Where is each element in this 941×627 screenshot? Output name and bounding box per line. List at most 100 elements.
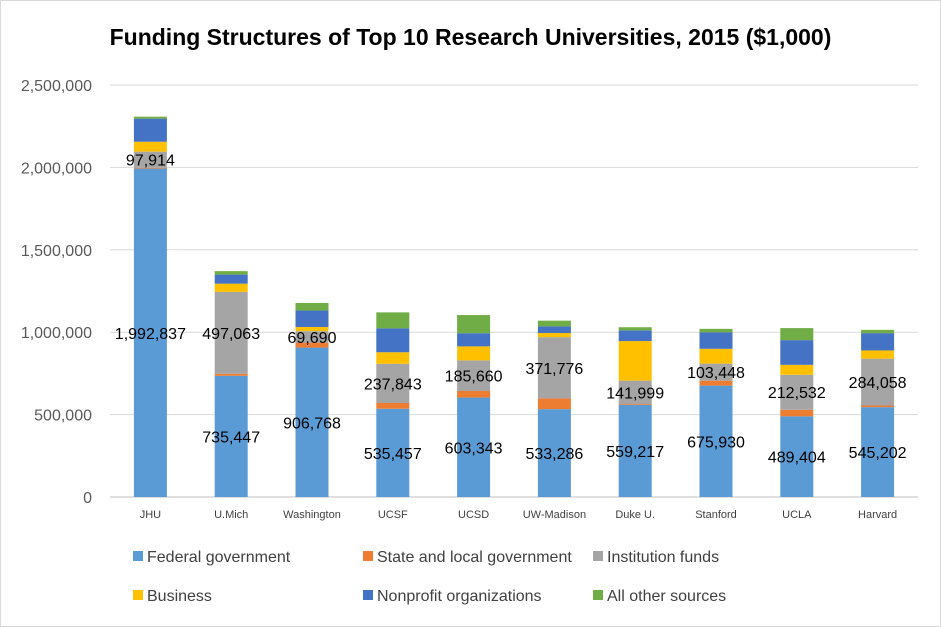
- bar-segment: [295, 331, 329, 343]
- y-tick-label: 1,500,000: [21, 243, 92, 260]
- data-label: 535,457: [364, 446, 422, 463]
- chart-title: Funding Structures of Top 10 Research Un…: [109, 24, 832, 50]
- bar-segment: [376, 402, 410, 409]
- legend-swatch: [133, 590, 143, 600]
- bar-segment: [457, 360, 491, 391]
- bar-segment: [699, 328, 733, 333]
- data-label: 559,217: [606, 444, 664, 461]
- bar-segment: [133, 151, 167, 168]
- bar-segment: [699, 348, 733, 364]
- x-category-label: UCLA: [782, 509, 812, 521]
- legend-label: Federal government: [147, 549, 291, 566]
- x-category-label: UCSF: [378, 509, 408, 521]
- bar-segment: [457, 315, 491, 334]
- legend-label: Nonprofit organizations: [377, 588, 542, 605]
- bar-segment: [780, 416, 814, 497]
- bar-segment: [214, 373, 248, 376]
- bar-segment: [214, 375, 248, 497]
- bar-segment: [295, 347, 329, 497]
- bar-segment: [376, 408, 410, 497]
- bar-segment: [699, 385, 733, 497]
- data-label: 103,448: [687, 365, 745, 382]
- data-label: 533,286: [525, 446, 583, 463]
- data-label: 141,999: [606, 385, 664, 402]
- data-label: 185,660: [445, 369, 503, 386]
- bar-segment: [537, 409, 571, 497]
- legend-swatch: [363, 551, 373, 561]
- x-category-label: Harvard: [858, 509, 897, 521]
- legend-swatch: [133, 551, 143, 561]
- bar-segment: [133, 168, 167, 498]
- bar-segment: [214, 283, 248, 292]
- x-category-label: Duke U.: [615, 509, 655, 521]
- legend-swatch: [363, 590, 373, 600]
- y-tick-label: 500,000: [34, 408, 92, 425]
- bar-segment: [618, 327, 652, 331]
- bar-segment: [133, 167, 167, 169]
- legend-label: All other sources: [607, 588, 726, 605]
- legend-swatch: [593, 590, 603, 600]
- bar-segment: [780, 340, 814, 365]
- bar-segment: [780, 328, 814, 341]
- bar-segment: [376, 328, 410, 353]
- bar-segment: [214, 291, 248, 374]
- bar-segment: [295, 302, 329, 311]
- bar-segment: [457, 346, 491, 361]
- bar-segment: [457, 390, 491, 398]
- bar-segment: [699, 363, 733, 381]
- bar-segment: [699, 332, 733, 349]
- y-tick-label: 2,000,000: [21, 160, 92, 177]
- y-tick-label: 2,500,000: [21, 78, 92, 95]
- bar-segment: [699, 380, 733, 386]
- bar-segment: [618, 330, 652, 342]
- data-label: 237,843: [364, 376, 422, 393]
- bar-segment: [133, 118, 167, 142]
- legend-label: Business: [147, 588, 212, 605]
- y-tick-label: 0: [83, 490, 92, 507]
- bar-segment: [537, 320, 571, 327]
- data-label: 545,202: [849, 445, 907, 462]
- bar-segment: [537, 333, 571, 338]
- data-label: 97,914: [126, 153, 175, 170]
- bar-segment: [861, 407, 895, 497]
- data-label: 497,063: [202, 326, 260, 343]
- bar-segment: [618, 380, 652, 405]
- x-category-label: Stanford: [695, 509, 737, 521]
- bar-segment: [861, 333, 895, 351]
- bar-segment: [780, 409, 814, 417]
- legend-label: Institution funds: [607, 549, 719, 566]
- legend-label: State and local government: [377, 549, 572, 566]
- bar-segment: [537, 326, 571, 334]
- bar-segment: [376, 363, 410, 403]
- data-label: 675,930: [687, 434, 745, 451]
- bar-segment: [861, 358, 895, 406]
- x-category-label: UCSD: [458, 509, 489, 521]
- bar-segment: [780, 374, 814, 410]
- bar-segment: [376, 312, 410, 329]
- bar-segment: [861, 405, 895, 408]
- data-label: 371,776: [525, 361, 583, 378]
- bar-segment: [457, 397, 491, 497]
- x-category-label: UW-Madison: [523, 509, 586, 521]
- data-label: 735,447: [202, 429, 260, 446]
- x-category-label: JHU: [140, 509, 161, 521]
- data-label: 906,768: [283, 415, 341, 432]
- legend-swatch: [593, 551, 603, 561]
- bar-segment: [780, 364, 814, 375]
- x-category-label: U.Mich: [214, 509, 248, 521]
- bar-segment: [861, 329, 895, 334]
- bar-segment: [618, 341, 652, 381]
- bar-segment: [295, 342, 329, 348]
- bar-segment: [457, 333, 491, 347]
- bar-segment: [618, 404, 652, 405]
- bar-segment: [295, 310, 329, 328]
- data-label: 69,690: [288, 330, 337, 347]
- bar-segment: [295, 327, 329, 332]
- bar-segment: [537, 398, 571, 410]
- y-tick-label: 1,000,000: [21, 325, 92, 342]
- data-label: 212,532: [768, 385, 826, 402]
- data-label: 489,404: [768, 450, 826, 467]
- data-label: 284,058: [849, 375, 907, 392]
- bar-segment: [861, 350, 895, 359]
